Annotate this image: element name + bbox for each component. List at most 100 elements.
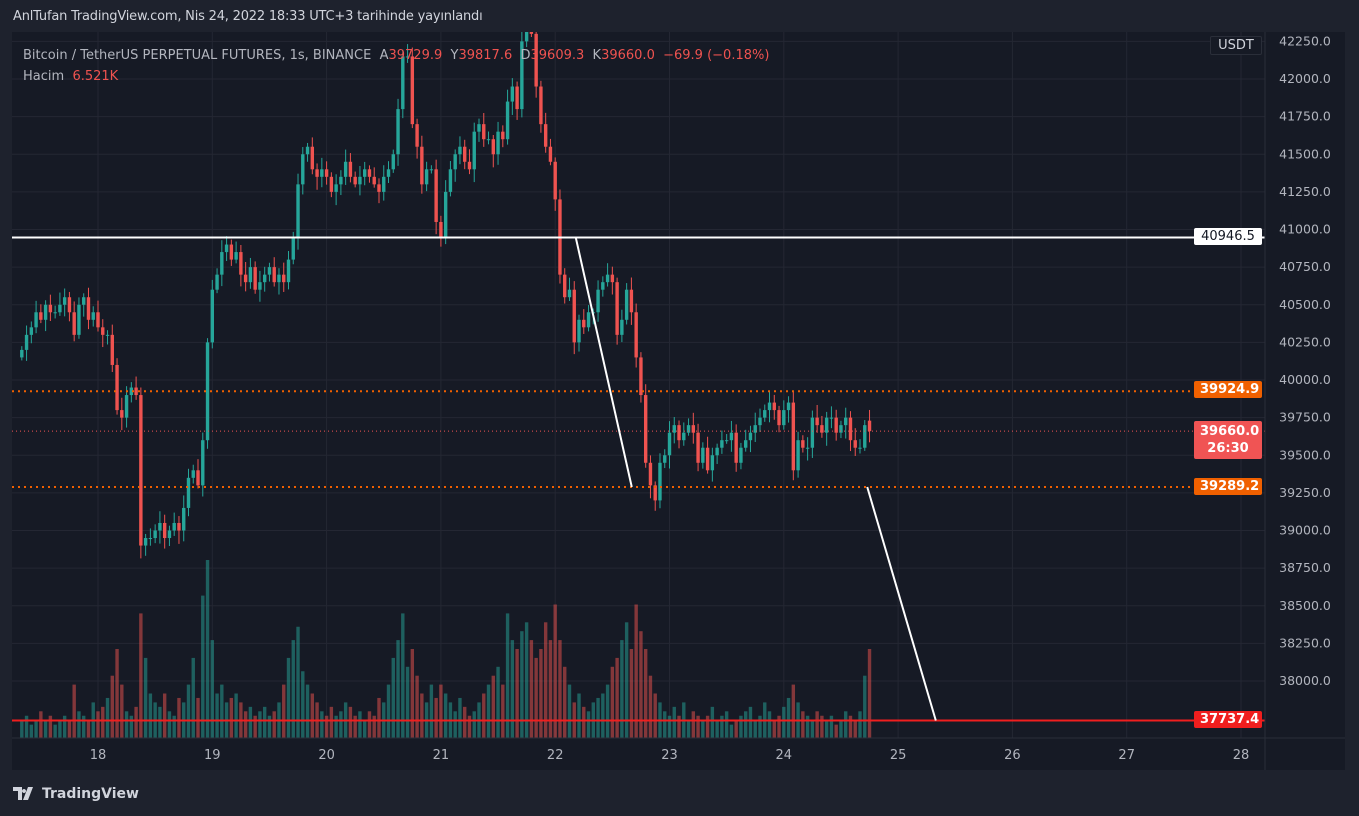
volume-bar [220, 684, 224, 738]
currency-label[interactable]: USDT [1210, 36, 1262, 55]
candles [20, 32, 872, 559]
volume-bar [782, 706, 786, 738]
volume-bar [829, 715, 834, 738]
candle-body [272, 267, 276, 283]
candle-body [491, 139, 495, 155]
candle-body [143, 538, 148, 546]
candle-body [691, 425, 696, 433]
candle-body [205, 342, 210, 441]
volume-bar [824, 720, 829, 738]
volume-row: Hacim 6.521K [23, 66, 769, 87]
candle-body [501, 131, 505, 140]
candle-body [382, 176, 386, 192]
candle-body [505, 101, 510, 140]
candle-body [643, 395, 648, 463]
candle-body [391, 154, 395, 170]
trend-line [574, 237, 633, 488]
candle-body [624, 289, 629, 320]
volume-bar [296, 626, 300, 738]
volume-bar [429, 684, 434, 738]
volume-bar [62, 715, 67, 738]
volume-bar [191, 657, 195, 738]
candle-body [443, 191, 448, 238]
volume-bar [143, 657, 148, 738]
volume-bar [439, 684, 443, 738]
candle-body [77, 304, 81, 335]
candle-body [663, 455, 667, 463]
candle-body [467, 161, 472, 170]
ohlc-row: Bitcoin / TetherUS PERPETUAL FUTURES, 1s… [23, 45, 769, 66]
candle-body [48, 304, 53, 313]
volume-bar [777, 715, 781, 738]
volume-bar [553, 604, 557, 738]
candle-body [601, 282, 605, 290]
price-tick-label: 41250.0 [1279, 184, 1331, 199]
volume-bar [505, 613, 510, 738]
horizontal-levels[interactable] [12, 236, 1265, 722]
time-axis[interactable]: 18 19 20 21 22 23 24 25 26 27 28 [90, 748, 1250, 763]
candle-body [424, 169, 429, 185]
candle-body [291, 237, 295, 260]
volume-bar [458, 697, 462, 738]
candle-body [824, 417, 829, 433]
volume-bar [501, 684, 505, 738]
time-tick-label: 20 [318, 748, 335, 763]
candle-body [496, 131, 500, 155]
candle-body [463, 146, 467, 162]
candle-body [301, 154, 305, 185]
volume-bar [391, 657, 395, 738]
volume-bar [20, 720, 24, 738]
volume-bar [858, 711, 862, 738]
last-price-label: 39660.0 26:30 [1194, 421, 1262, 459]
volume-bar [767, 711, 772, 738]
symbol-title[interactable]: Bitcoin / TetherUS PERPETUAL FUTURES, 1s… [23, 48, 372, 63]
candle-body [844, 417, 848, 426]
volume-bar [729, 724, 734, 738]
volume-bar [643, 649, 648, 738]
candle-body [167, 530, 172, 539]
candle-body [62, 297, 67, 305]
volume-label[interactable]: Hacim [23, 69, 65, 84]
candle-body [748, 432, 753, 441]
candle-body [805, 447, 810, 449]
candle-body [567, 289, 572, 298]
low-value: 39609.3 [530, 48, 585, 63]
volume-bar [686, 720, 691, 738]
volume-bar [43, 720, 48, 738]
volume-bar [201, 595, 205, 738]
time-tick-label: 28 [1233, 748, 1250, 763]
candle-body [320, 169, 324, 177]
candle-body [586, 312, 591, 328]
volume-bar [367, 711, 372, 738]
time-tick-label: 19 [204, 748, 221, 763]
candle-body [91, 312, 95, 320]
price-tick-label: 38000.0 [1279, 673, 1331, 688]
candle-body [86, 297, 91, 320]
price-axis[interactable]: 38000.0 38250.0 38500.0 38750.0 39000.0 39250… [1279, 33, 1331, 688]
candle-body [548, 146, 553, 162]
volume-bar [348, 706, 353, 738]
volume-bar [705, 715, 710, 738]
candle-body [258, 282, 262, 290]
volume-bar [410, 649, 415, 738]
brand-name: TradingView [42, 786, 139, 802]
time-tick-label: 23 [661, 748, 678, 763]
candle-body [524, 32, 529, 42]
volume-bar [848, 715, 853, 738]
price-tick-label: 40000.0 [1279, 372, 1331, 387]
volume-bar [815, 711, 819, 738]
candle-body [634, 312, 638, 358]
tradingview-logo[interactable]: TradingView [13, 786, 139, 802]
volume-bar [129, 715, 134, 738]
trend-lines[interactable] [574, 237, 937, 721]
candle-body [372, 176, 376, 185]
close-label: K [592, 48, 602, 63]
candle-body [262, 274, 267, 283]
volume-bar [358, 711, 362, 738]
last-price-value: 39660.0 [1200, 424, 1260, 439]
high-label: Y [450, 48, 459, 63]
volume-bar [596, 697, 600, 738]
candle-body [534, 33, 538, 87]
volume-bar [262, 706, 267, 738]
